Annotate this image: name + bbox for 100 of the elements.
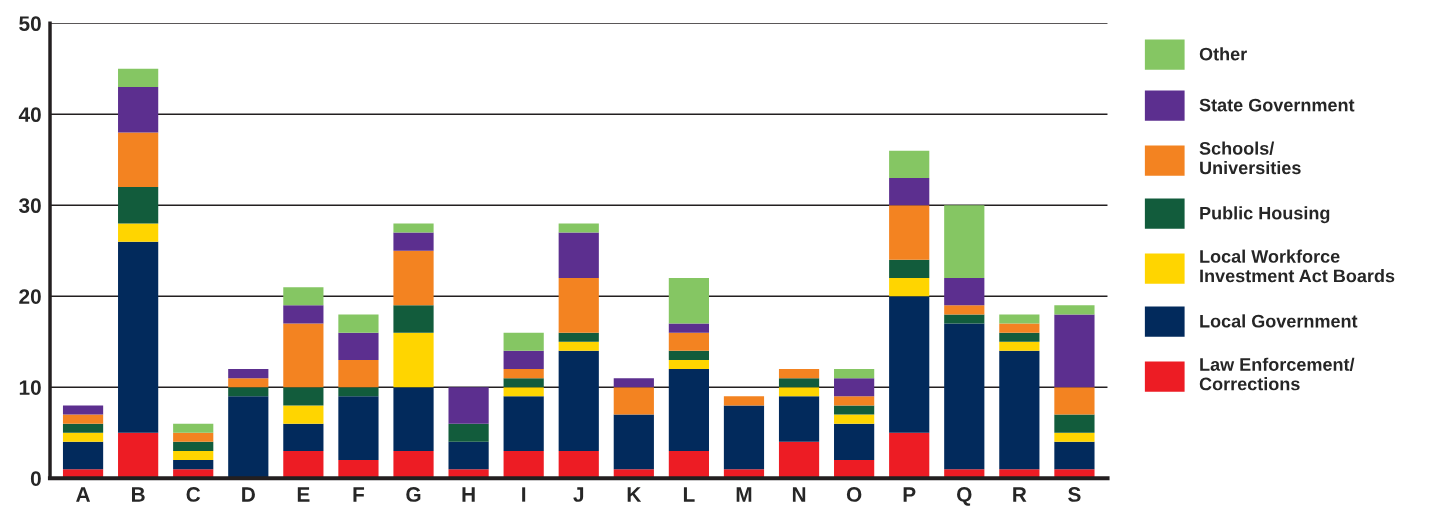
bar	[283, 323, 324, 388]
y-tick-label: 0	[30, 471, 41, 486]
bar	[338, 332, 379, 360]
bar	[778, 387, 820, 397]
bar	[118, 432, 159, 479]
bar	[338, 460, 379, 479]
bar	[1054, 314, 1095, 388]
bar	[503, 387, 544, 397]
x-tick-label: N	[792, 487, 806, 502]
bar	[944, 278, 985, 306]
bar	[228, 396, 269, 479]
bar	[999, 341, 1040, 351]
bar	[338, 387, 379, 397]
y-tick-label: 10	[19, 380, 41, 395]
bar	[668, 278, 709, 324]
legend-label: Public Housing	[1200, 206, 1330, 224]
bar	[1054, 432, 1095, 442]
x-tick-label: S	[1068, 487, 1081, 502]
bar	[944, 205, 985, 279]
bar	[834, 423, 875, 461]
bar	[118, 187, 159, 224]
y-tick-label: 20	[19, 289, 41, 304]
bar	[1054, 441, 1095, 470]
bar	[558, 278, 599, 333]
bar	[834, 378, 875, 397]
bar	[503, 332, 544, 351]
x-tick-label: E	[297, 487, 310, 502]
bar	[338, 359, 379, 388]
bar	[558, 232, 599, 279]
bar	[393, 250, 434, 306]
bar	[118, 132, 159, 188]
bar	[723, 396, 765, 406]
bar	[283, 405, 324, 424]
bar	[999, 323, 1040, 333]
legend-label: Local Government	[1200, 314, 1358, 328]
bar	[173, 460, 214, 470]
bar	[62, 405, 104, 415]
bar	[834, 369, 875, 379]
bar	[62, 414, 104, 424]
bar	[889, 296, 930, 433]
bar	[503, 396, 544, 451]
bar	[173, 432, 214, 442]
bar	[999, 350, 1040, 470]
x-tick-label: P	[903, 487, 916, 502]
bar	[393, 332, 434, 388]
x-tick-label: M	[736, 487, 752, 502]
bar	[668, 323, 709, 333]
bar	[503, 450, 544, 479]
bar	[228, 369, 269, 379]
bar	[834, 396, 875, 406]
bar	[118, 68, 159, 87]
bar	[1054, 387, 1095, 415]
bar	[393, 387, 434, 451]
bar	[558, 350, 599, 451]
bar	[558, 341, 599, 351]
bar	[503, 369, 544, 379]
x-tick-label: B	[132, 487, 145, 502]
bar	[118, 223, 159, 242]
bar	[889, 150, 930, 178]
bar	[889, 278, 930, 297]
bar	[393, 232, 434, 251]
x-tick-label: A	[76, 487, 91, 502]
bar	[283, 287, 324, 306]
bar	[668, 350, 709, 360]
bar	[613, 387, 654, 415]
bar	[173, 423, 214, 433]
bar	[448, 387, 489, 424]
bar	[944, 305, 985, 315]
x-tick-label: L	[683, 487, 695, 502]
bar	[668, 332, 709, 351]
bar	[889, 259, 930, 279]
bar	[503, 378, 544, 388]
bar	[778, 441, 820, 479]
bar	[283, 387, 324, 406]
bar	[889, 432, 930, 479]
bar	[723, 405, 765, 470]
x-tick-label: F	[353, 487, 365, 502]
legend-label: Law Enforcement/ Corrections	[1199, 357, 1355, 391]
x-tick-label: Q	[957, 487, 972, 506]
x-tick-label: J	[573, 487, 584, 502]
bar	[834, 414, 875, 424]
bar	[834, 405, 875, 415]
x-tick-label: C	[186, 487, 201, 502]
bar	[62, 423, 104, 433]
x-tick-label: R	[1013, 487, 1027, 502]
bar	[999, 314, 1040, 324]
bar	[778, 396, 820, 442]
bar	[558, 332, 599, 342]
x-tick-label: G	[406, 487, 421, 502]
bar	[558, 450, 599, 479]
bar	[778, 378, 820, 388]
bar	[393, 223, 434, 233]
legend-label: Other	[1199, 47, 1247, 61]
bar	[393, 305, 434, 333]
bar	[62, 441, 104, 470]
bar	[228, 387, 269, 397]
bar	[283, 305, 324, 324]
bar	[668, 369, 709, 451]
bar	[1054, 414, 1095, 433]
bar	[393, 450, 434, 479]
